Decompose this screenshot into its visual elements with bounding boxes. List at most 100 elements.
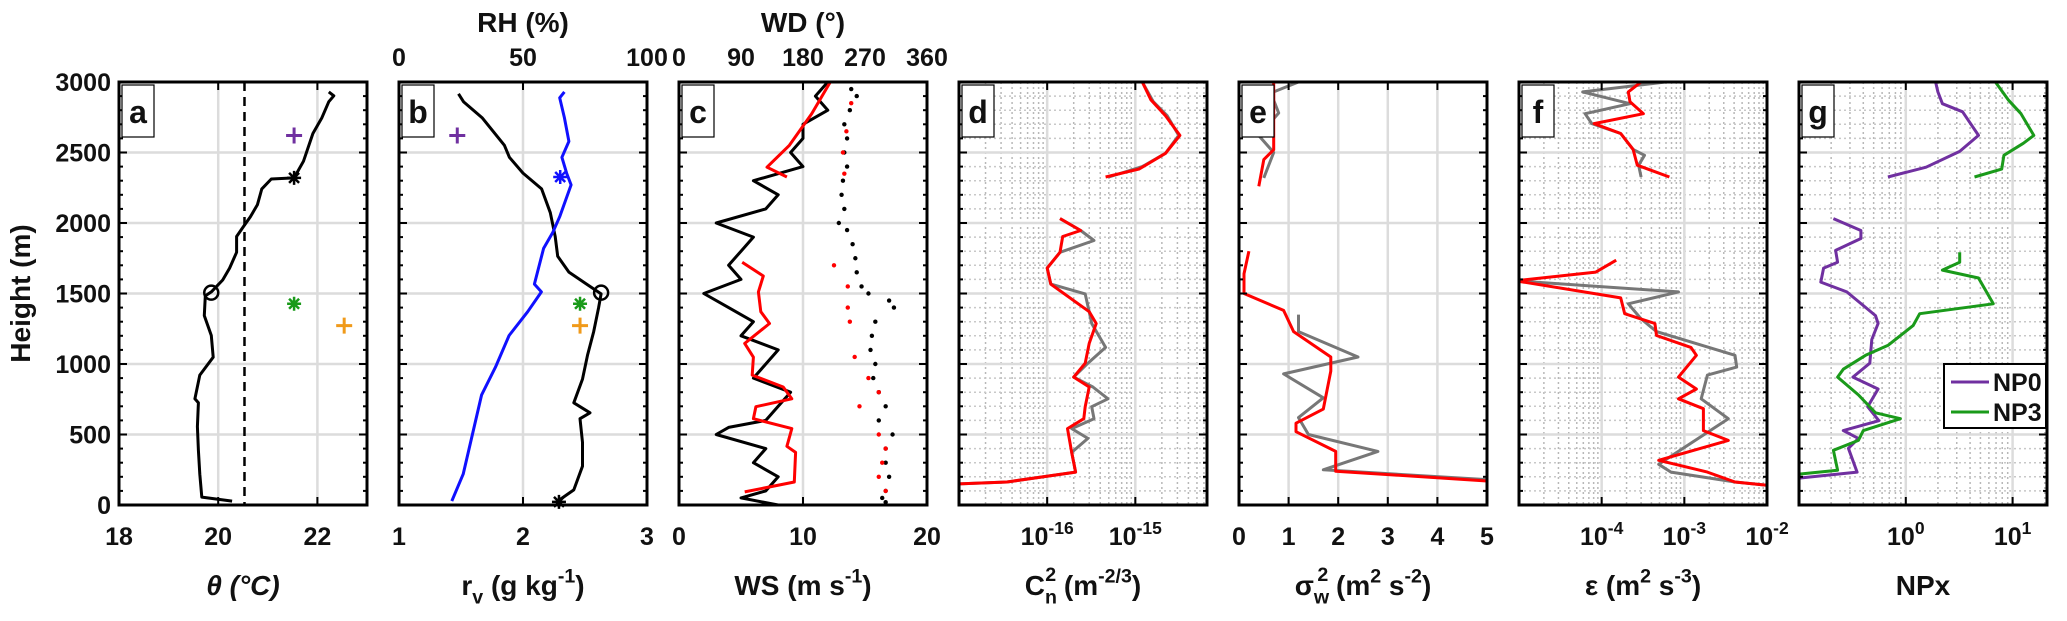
panel-label-box: [1801, 84, 1835, 138]
wind-direction-dot: [876, 418, 881, 423]
wind-direction-dot: [847, 108, 853, 113]
plot-area: [1519, 82, 1767, 487]
circle-marker: [203, 284, 220, 301]
wind-direction-dot: [880, 460, 885, 465]
y-tick-label: 0: [97, 492, 111, 520]
y-tick-label: 1500: [55, 281, 111, 309]
axes-frame: [1797, 80, 2049, 507]
wind-direction-dot: [883, 499, 888, 505]
panel-d: d 10-16​ 10-15​ Cn2​ (m-2/3​): [957, 80, 1209, 608]
wind-direction-dot: [842, 206, 847, 212]
asterisk-marker: [287, 296, 302, 311]
top-x-tick-label: 100: [626, 44, 668, 72]
plus-marker: [336, 317, 353, 334]
wind-direction-dot: [876, 432, 881, 437]
x-tick-label: 5: [1480, 523, 1494, 551]
x-tick-label: 2: [1331, 523, 1345, 551]
y-tick-label: 3000: [55, 69, 111, 97]
y-axis-label: Height (m): [5, 224, 36, 362]
wind-direction-dot: [854, 270, 859, 275]
x-tick-label: 10-16​: [1021, 518, 1074, 551]
wind-direction-dot: [876, 474, 881, 479]
x-axis-label: rv​ (g kg-1​): [461, 565, 584, 608]
panel-label: a: [129, 94, 147, 130]
axes-frame: [957, 80, 1209, 507]
circle-marker: [592, 284, 610, 301]
series-line-np0: [1887, 82, 1980, 179]
panel-label: c: [689, 94, 707, 130]
plot-area: [959, 82, 1182, 486]
wind-direction-dot: [844, 129, 849, 134]
top-x-axis-label: RH (%): [477, 7, 569, 38]
legend-box: [1943, 363, 2047, 429]
x-axis-label: σw2​ (m2​ s-2​): [1295, 564, 1432, 608]
x-tick-label: 10: [789, 523, 817, 551]
asterisk-marker: [573, 296, 588, 311]
wind-direction-dot: [850, 241, 855, 247]
wind-direction-dot: [883, 404, 888, 409]
x-tick-label: 20: [204, 523, 232, 551]
wind-direction-dot: [886, 298, 892, 303]
wind-direction-dot: [839, 192, 844, 197]
wind-direction-dot: [857, 404, 862, 409]
y-tick-label: 2500: [55, 140, 111, 168]
series-line: [702, 82, 830, 505]
wind-direction-dot: [836, 220, 842, 226]
axes-frame: [117, 80, 369, 507]
x-tick-label: 0: [1232, 523, 1246, 551]
top-x-axis-label: WD (°): [761, 7, 845, 38]
axes-frame: [677, 80, 929, 507]
x-axis-label: NPx: [1896, 570, 1951, 601]
series-line: [450, 90, 573, 502]
series-line: [1519, 258, 1767, 487]
x-tick-label: 20: [913, 523, 941, 551]
plot-area: [1242, 82, 1487, 483]
plus-marker: [572, 317, 589, 334]
wind-direction-dot: [876, 390, 881, 395]
wind-direction-dot: [844, 164, 850, 169]
panel-label-box: [681, 84, 715, 138]
wind-direction-dot: [866, 291, 871, 296]
asterisk-marker: [287, 170, 302, 185]
panel-b: b 1 2 3 rv​ (g kg-1​) 0 50 100 RH (%): [392, 7, 668, 608]
panel-label-box: [961, 84, 995, 138]
wind-direction-dot: [871, 375, 876, 381]
series-line-np0: [1799, 217, 1881, 480]
wind-direction-dot: [890, 432, 895, 437]
legend-label-np3: NP3: [1993, 399, 2042, 427]
wind-direction-dot: [842, 171, 847, 176]
axes-frame: [1237, 80, 1489, 507]
wind-direction-dot: [844, 227, 850, 233]
x-tick-label: 10-3​: [1663, 518, 1707, 551]
y-tick-label: 1000: [55, 351, 111, 379]
wind-direction-dot: [845, 284, 850, 289]
series-line: [959, 217, 1098, 486]
plot-area: [702, 82, 897, 505]
x-tick-label: 1: [1282, 523, 1296, 551]
x-tick-label: 22: [303, 523, 331, 551]
panel-label: f: [1533, 94, 1544, 130]
x-tick-label: 10-2​: [1745, 518, 1789, 551]
wind-direction-dot: [844, 136, 850, 141]
panel-e: e 0 1 2 3 4 5 σw2​ (m2​ s-2​): [1232, 80, 1494, 608]
wind-direction-dot: [847, 319, 853, 324]
plot-area: [1799, 82, 2036, 480]
wind-direction-dot: [873, 361, 878, 367]
x-tick-label: 101​: [1994, 518, 2032, 551]
wind-direction-dot: [854, 93, 859, 99]
wind-direction-dot: [845, 305, 850, 310]
x-tick-label: 10-4​: [1580, 518, 1624, 551]
wind-direction-dot: [869, 333, 875, 338]
series-line: [1242, 250, 1487, 483]
x-tick-label: 1: [392, 523, 406, 551]
panel-label-box: [1241, 84, 1275, 138]
top-x-tick-label: 50: [509, 44, 537, 72]
wind-direction-dot: [842, 122, 847, 127]
asterisk-marker: [551, 494, 566, 509]
wind-direction-dot: [840, 178, 846, 183]
x-tick-label: 4: [1430, 523, 1444, 551]
wind-direction-dot: [849, 100, 854, 106]
series-line-np3: [1799, 252, 1995, 476]
